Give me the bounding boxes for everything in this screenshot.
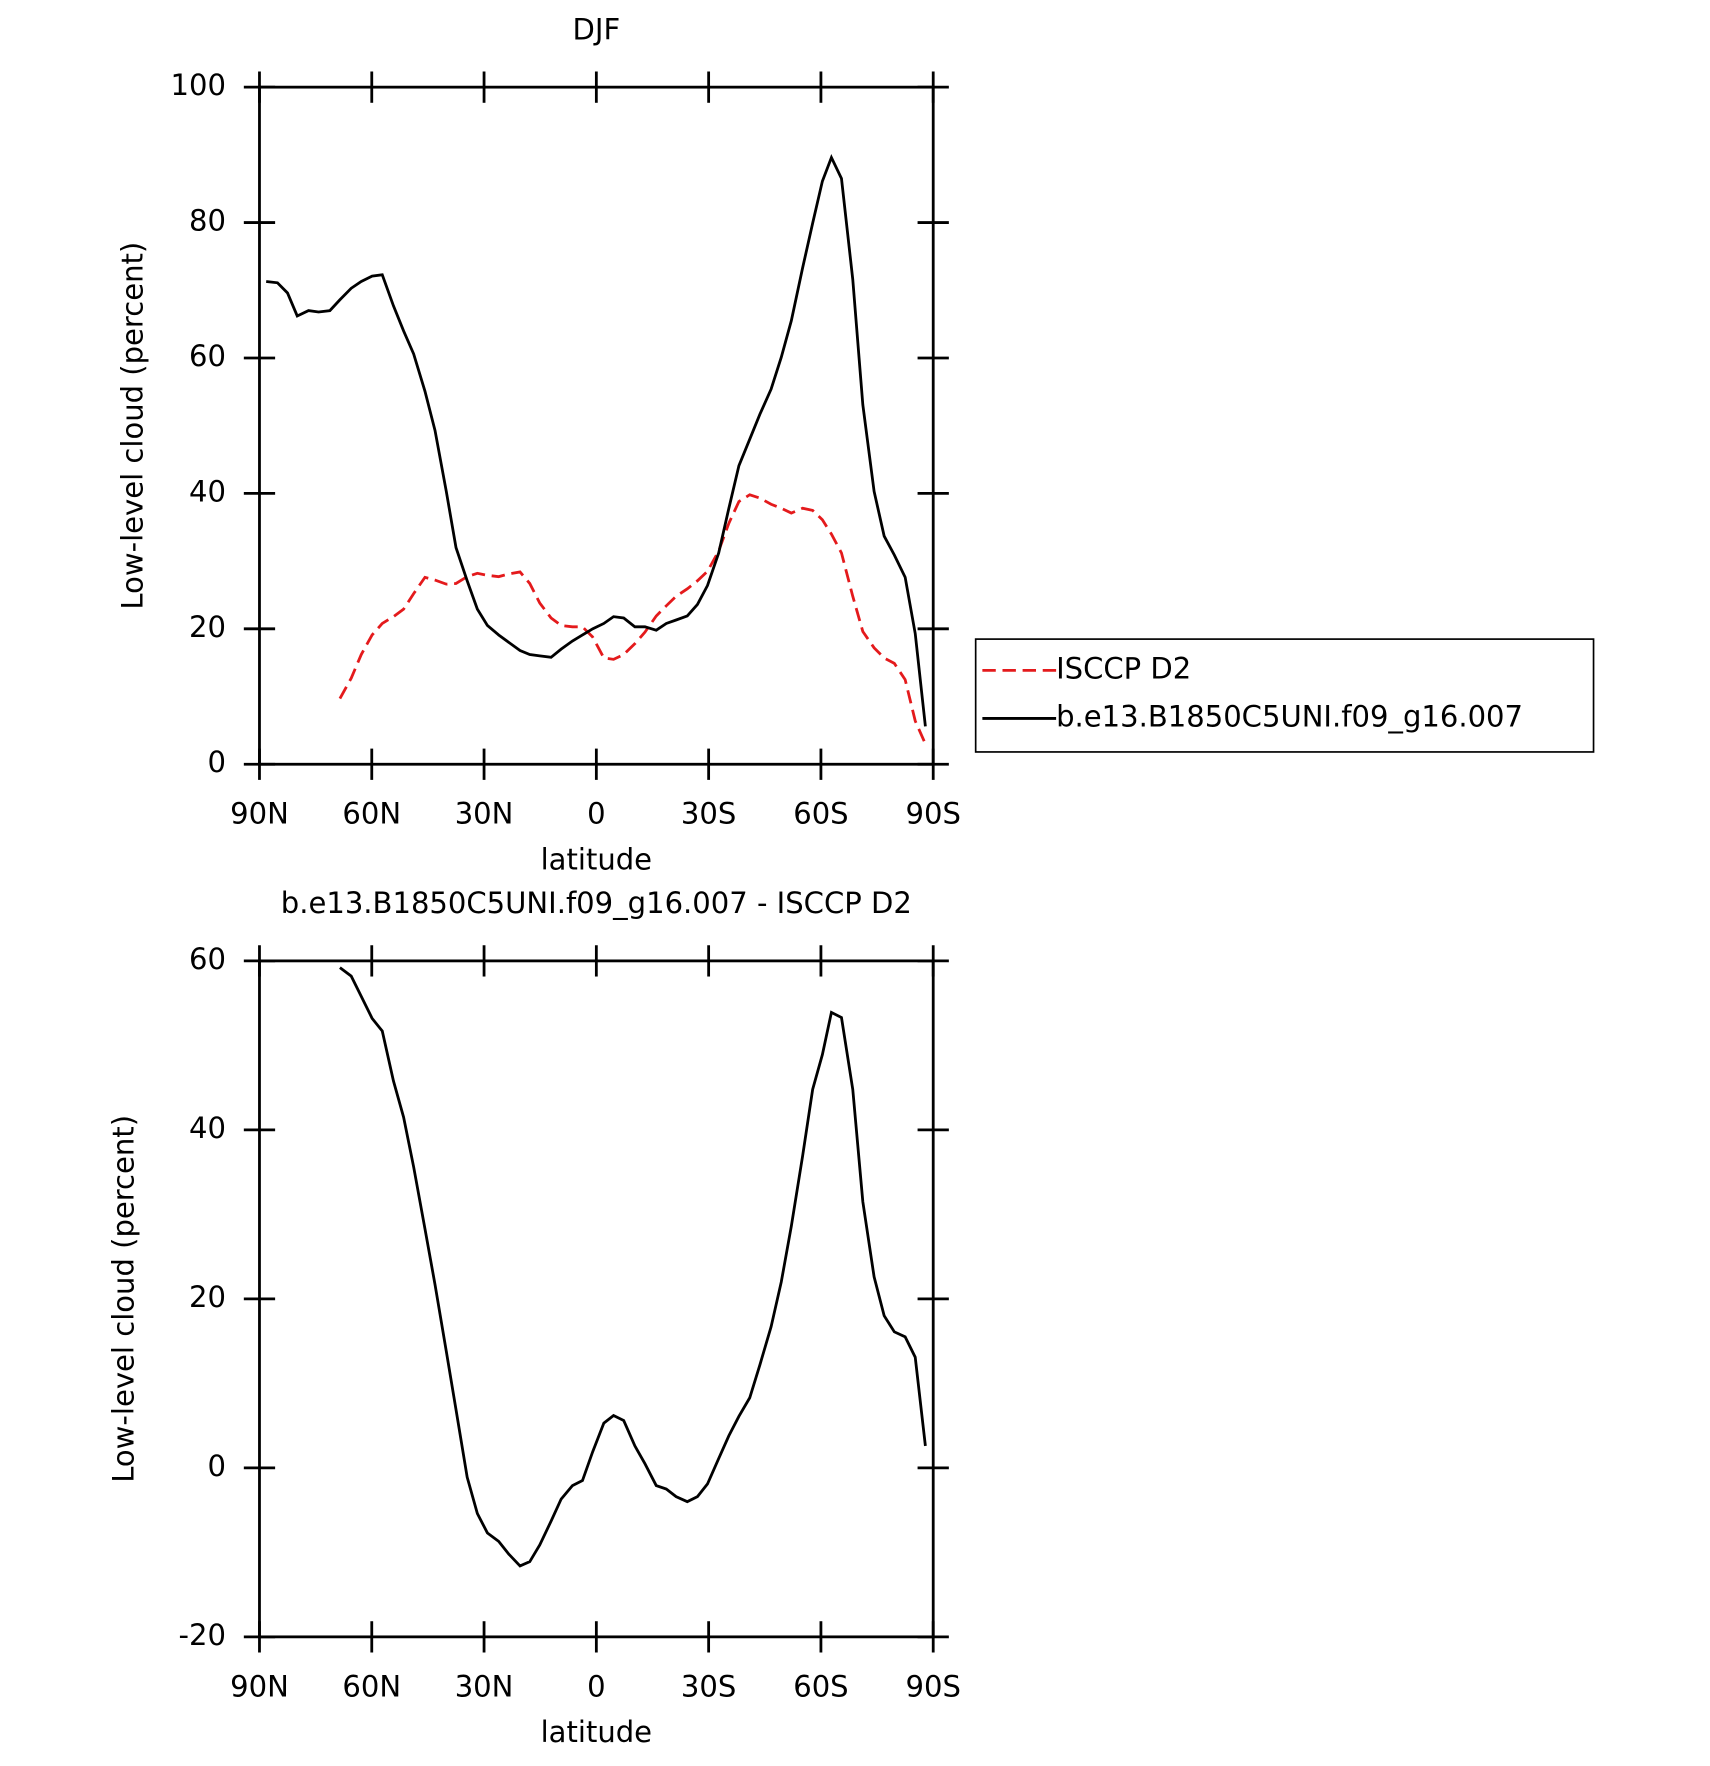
- y-tick-label: 0: [207, 1449, 225, 1483]
- chart-title: b.e13.B1850C5UNI.f09_g16.007 - ISCCP D2: [281, 886, 912, 920]
- x-tick-label: 60S: [793, 1669, 848, 1703]
- x-axis-label: latitude: [541, 1715, 652, 1749]
- data-line: [266, 154, 927, 727]
- y-axis-label: Low-level cloud (percent): [106, 1115, 140, 1483]
- x-tick-label: 0: [587, 1669, 605, 1703]
- legend-box: [974, 638, 1595, 753]
- y-tick-label: 60: [189, 339, 226, 373]
- y-axis-label: Low-level cloud (percent): [115, 242, 149, 610]
- y-tick-label: 100: [171, 68, 226, 102]
- x-tick-label: 0: [587, 797, 605, 831]
- y-tick-label: 80: [189, 204, 226, 238]
- y-tick-label: -20: [179, 1618, 226, 1652]
- y-tick-label: 0: [207, 745, 225, 779]
- chart-title: DJF: [573, 12, 621, 46]
- y-tick-label: 20: [189, 610, 226, 644]
- x-tick-label: 90S: [906, 1669, 961, 1703]
- x-tick-label: 60N: [342, 1669, 401, 1703]
- plot-frame: [258, 85, 935, 766]
- x-tick-label: 60N: [342, 797, 401, 831]
- x-tick-label: 30S: [681, 797, 736, 831]
- x-tick-label: 90N: [230, 797, 289, 831]
- data-line: [339, 966, 927, 1568]
- x-tick-label: 90S: [906, 797, 961, 831]
- x-axis-label: latitude: [541, 842, 652, 876]
- data-line: [338, 493, 927, 745]
- x-tick-label: 60S: [793, 797, 848, 831]
- x-tick-label: 30N: [455, 797, 514, 831]
- x-tick-label: 30S: [681, 1669, 736, 1703]
- legend-label: b.e13.B1850C5UNI.f09_g16.007: [1056, 699, 1523, 733]
- plot-frame: [258, 959, 935, 1639]
- y-tick-label: 40: [189, 1111, 226, 1145]
- y-tick-label: 40: [189, 474, 226, 508]
- x-tick-label: 90N: [230, 1669, 289, 1703]
- x-tick-label: 30N: [455, 1669, 514, 1703]
- y-tick-label: 60: [189, 942, 226, 976]
- y-tick-label: 20: [189, 1280, 226, 1314]
- legend-label: ISCCP D2: [1056, 651, 1191, 685]
